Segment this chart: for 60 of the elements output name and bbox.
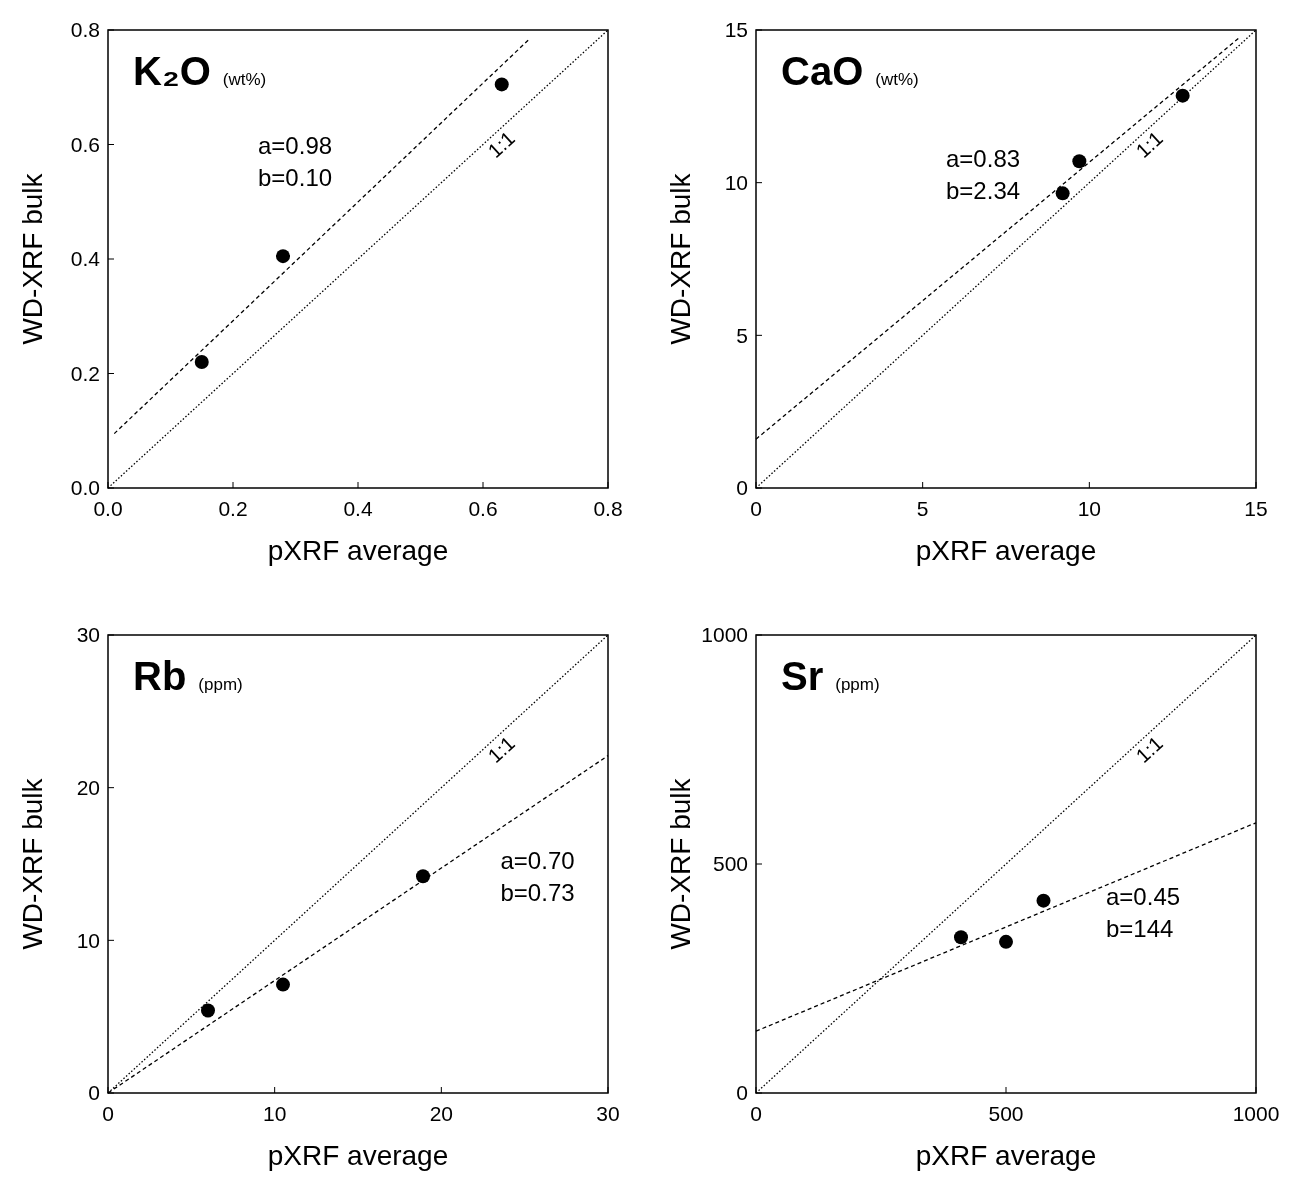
y-tick-label: 0 [736,476,748,500]
x-tick-label: 10 [1077,497,1102,520]
text: (wt%) [222,70,267,89]
annotation: b=0.10 [258,163,333,191]
y-tick-label: 30 [76,623,100,647]
x-axis-title: pXRF average [267,1140,449,1171]
y-tick-label: 0.4 [70,247,101,271]
x-axis-title: pXRF average [915,1140,1097,1171]
x-tick-label: 0.4 [343,497,373,520]
annotation: b=144 [1106,915,1174,943]
text: Rb [133,654,187,698]
y-axis-title: WD-XRF bulk [665,172,696,345]
annotation: a=0.98 [258,131,333,159]
x-tick-label: 30 [596,1102,620,1125]
y-tick-label: 1000 [701,623,748,647]
y-axis-title: WD-XRF bulk [17,172,48,345]
text: 1:1 [1131,731,1167,767]
annotation: a=0.83 [946,145,1021,173]
y-tick-label: 0 [736,1081,748,1105]
x-tick-label: 20 [429,1102,454,1125]
y-tick-label: 20 [76,776,100,800]
y-tick-label: 15 [724,18,748,42]
y-tick-label: 10 [724,171,748,195]
x-tick-label: 0.2 [218,497,248,520]
y-tick-label: 0.8 [70,18,100,42]
text: CaO [781,49,864,93]
y-tick-label: 0 [88,1081,100,1105]
x-tick-label: 0.6 [468,497,498,520]
text: (ppm) [835,675,880,694]
x-tick-label: 0.0 [93,497,123,520]
x-tick-label: 0 [102,1102,114,1125]
x-tick-label: 500 [988,1102,1024,1125]
y-tick-label: 0.2 [70,361,100,385]
annotation: a=0.70 [500,846,575,874]
x-tick-label: 5 [916,497,929,520]
x-tick-label: 10 [262,1102,287,1125]
y-axis-title: WD-XRF bulk [17,777,48,950]
text: K₂O [133,49,211,93]
x-axis-title: pXRF average [267,535,449,566]
annotation: b=0.73 [500,878,575,906]
x-tick-label: 0 [750,1102,762,1125]
x-tick-label: 0.8 [593,497,623,520]
x-tick-label: 0 [750,497,762,520]
x-axis-title: pXRF average [915,535,1097,566]
text: (wt%) [875,70,919,89]
y-tick-label: 10 [76,928,100,952]
annotation: b=2.34 [946,177,1021,205]
annotation: a=0.45 [1106,883,1181,911]
y-tick-label: 0.6 [70,132,100,156]
y-tick-label: 500 [712,852,748,876]
text: 1:1 [1131,126,1167,162]
y-tick-label: 0.0 [70,476,100,500]
text: 1:1 [483,126,519,162]
text: 1:1 [483,731,519,767]
x-tick-label: 1000 [1232,1102,1280,1125]
y-axis-title: WD-XRF bulk [665,777,696,950]
text: (ppm) [198,675,243,694]
y-tick-label: 5 [736,323,748,347]
text: Sr [781,654,824,698]
x-tick-label: 15 [1244,497,1268,520]
